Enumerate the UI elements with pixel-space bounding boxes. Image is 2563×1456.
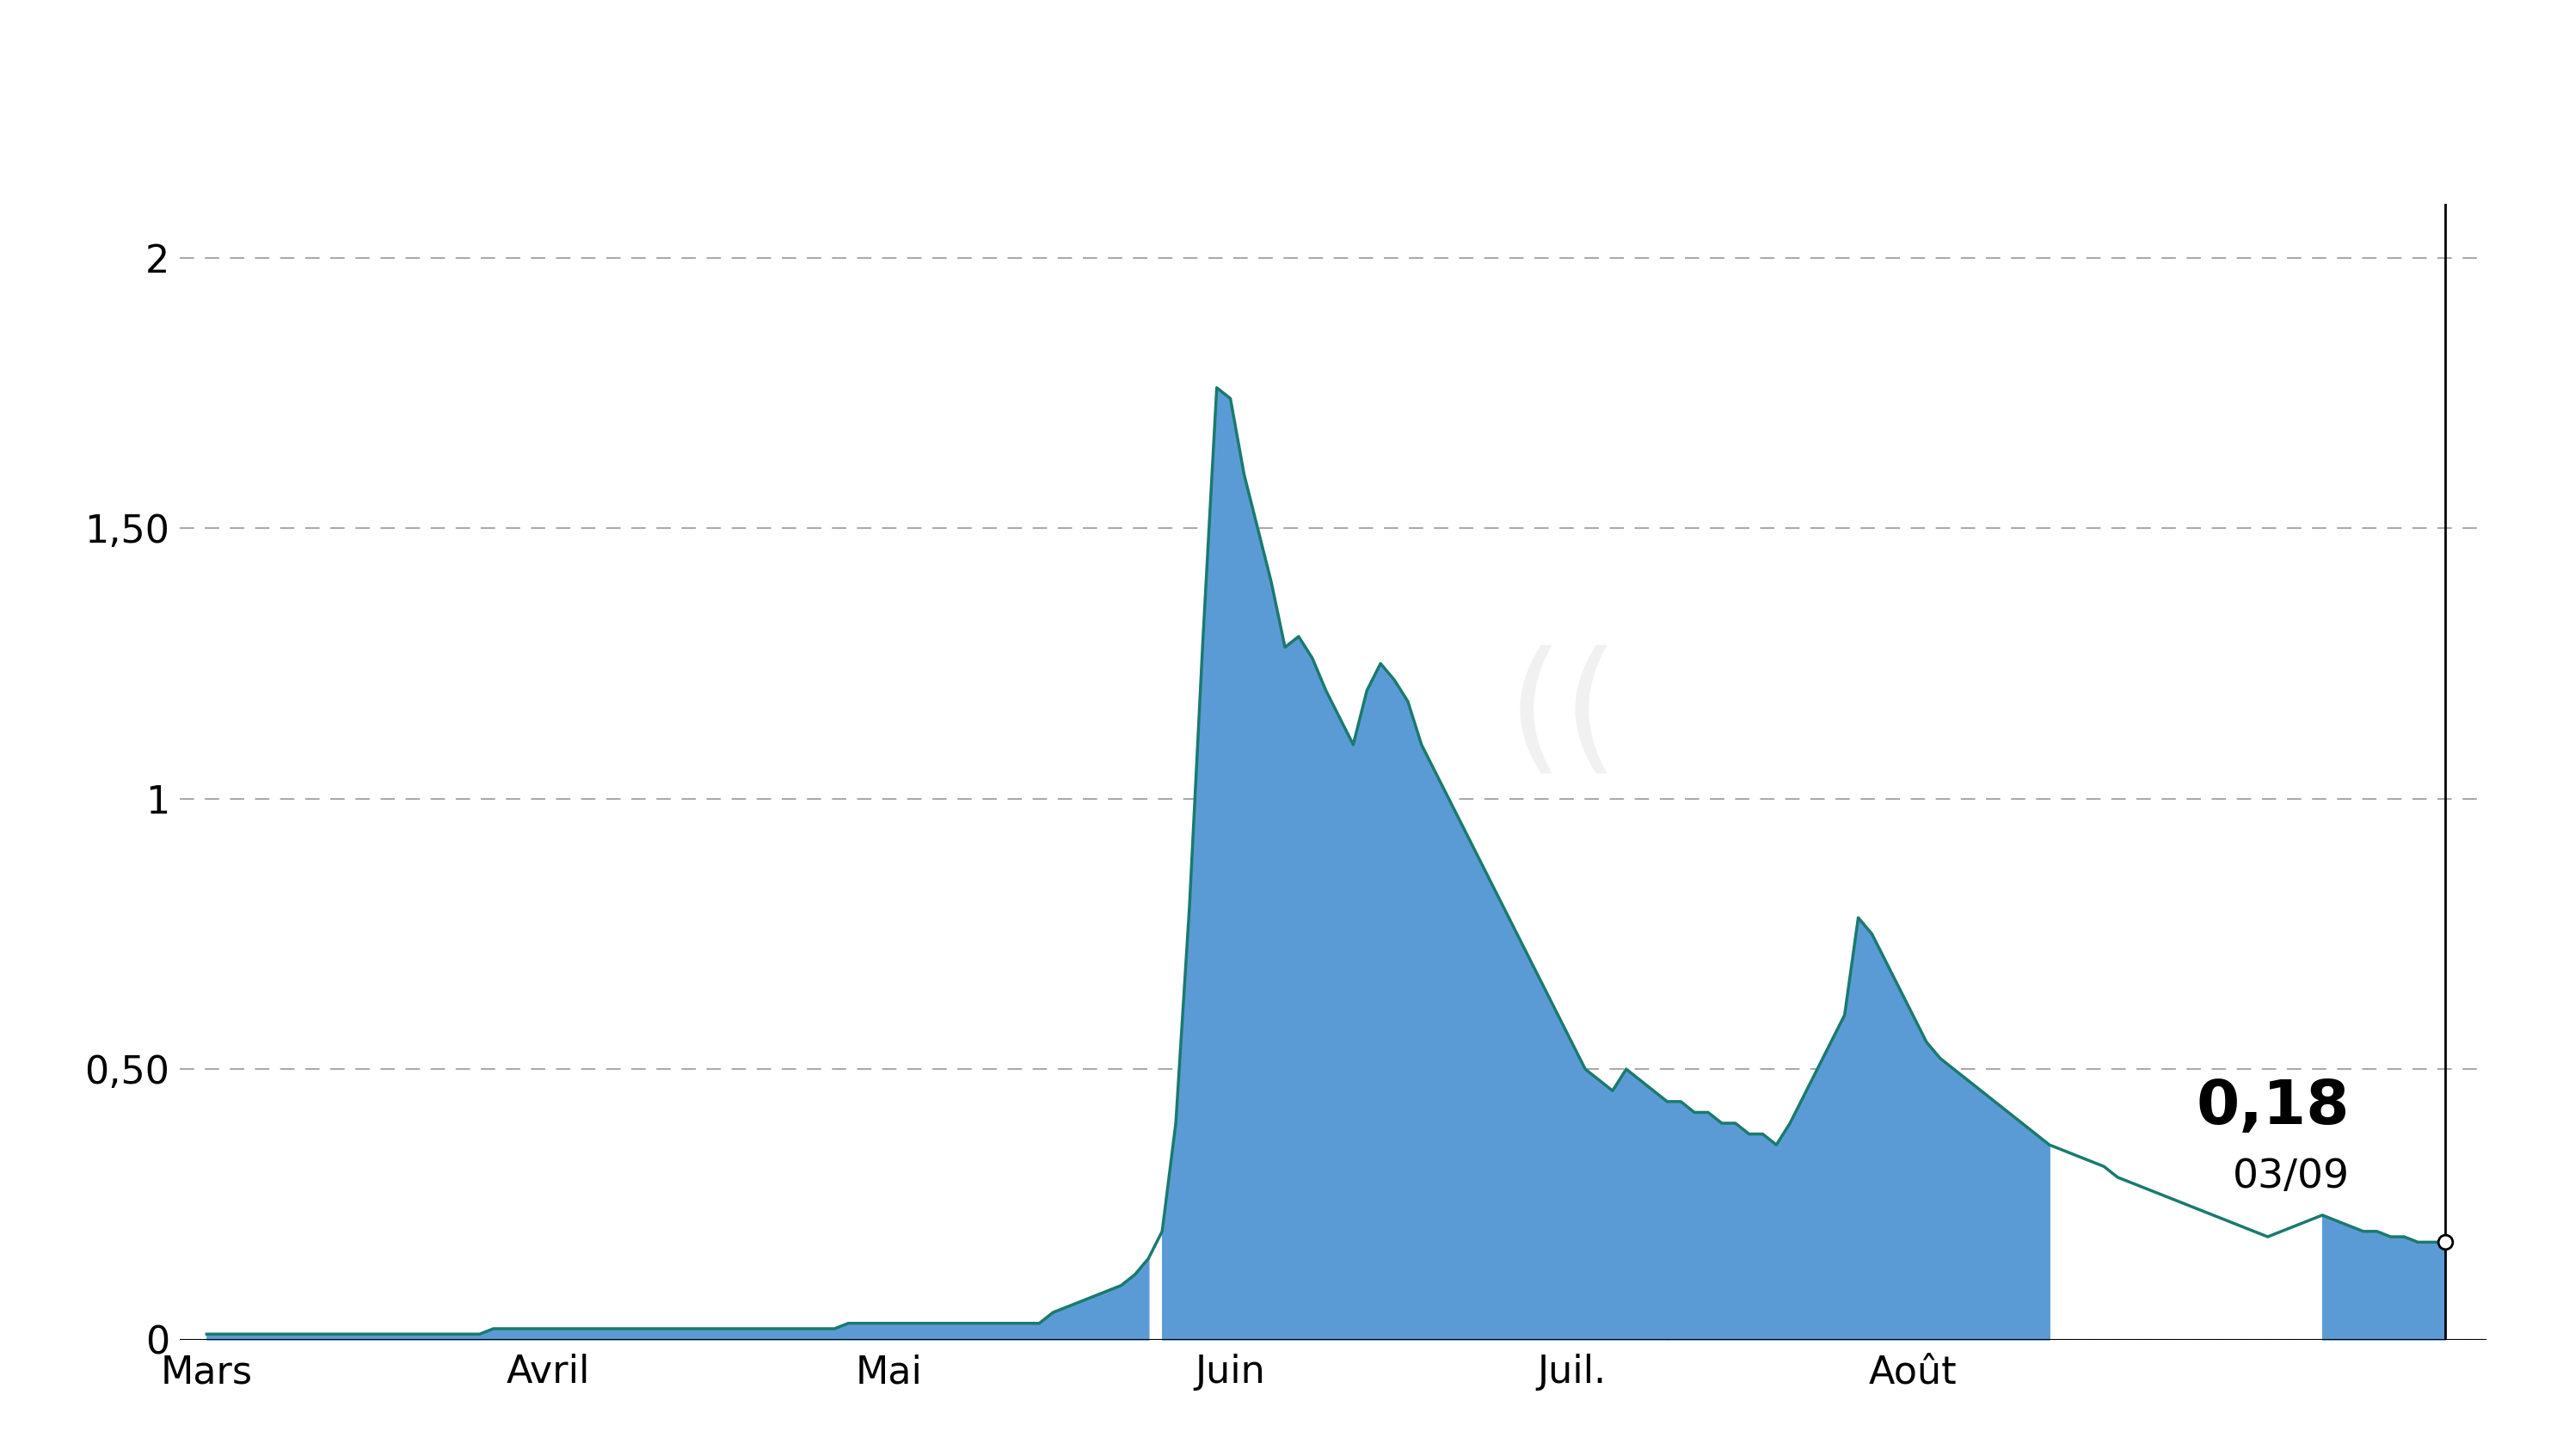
Text: 0,18: 0,18 <box>2196 1077 2350 1137</box>
Text: EUROPLASMA: EUROPLASMA <box>864 35 1697 140</box>
Text: ((: (( <box>1507 645 1620 785</box>
Text: 03/09: 03/09 <box>2232 1158 2350 1197</box>
